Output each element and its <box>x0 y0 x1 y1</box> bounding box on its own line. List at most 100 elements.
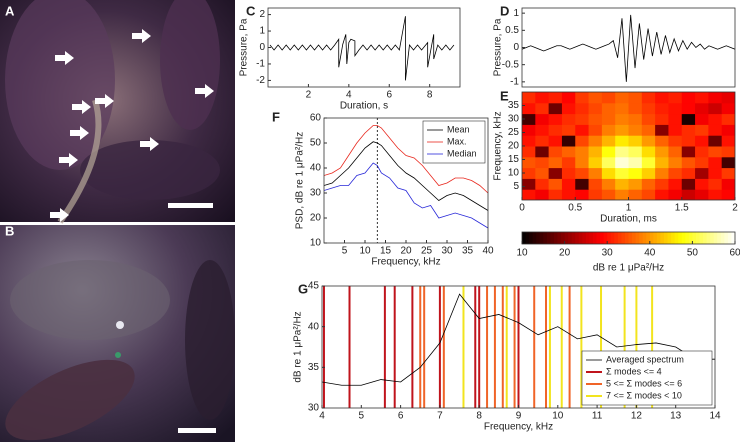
heat-cell <box>588 92 603 104</box>
heat-cell <box>575 124 590 136</box>
colorbar-tick-label: 10 <box>516 248 528 259</box>
colorbar-swatch <box>660 232 665 244</box>
y-axis-label: Frequency, kHz <box>493 111 504 180</box>
heat-cell <box>561 189 576 200</box>
y-tick-label: 0 <box>513 42 519 53</box>
heat-cell <box>561 135 576 147</box>
colorbar-swatch <box>642 232 647 244</box>
heat-cell <box>522 156 536 169</box>
colorbar-swatch <box>653 232 658 244</box>
legend-box <box>581 350 713 406</box>
heat-cell <box>681 189 696 200</box>
heat-cell <box>575 156 590 169</box>
heat-cell <box>668 146 683 158</box>
heat-cell <box>561 167 576 179</box>
y-tick-label: 20 <box>310 213 322 224</box>
colorbar-swatch <box>678 232 683 244</box>
x-tick-label: 4 <box>319 411 325 422</box>
colorbar-swatch <box>646 232 651 244</box>
heat-cell <box>575 146 590 158</box>
y-tick-label: 40 <box>308 321 320 332</box>
heat-cell <box>681 124 696 136</box>
colorbar-swatch <box>543 232 548 244</box>
colorbar-swatch <box>628 232 633 244</box>
heat-cell <box>681 167 696 179</box>
heat-cell <box>575 92 590 104</box>
colorbar-swatch <box>571 232 576 244</box>
colorbar-swatch <box>674 232 679 244</box>
heat-cell <box>681 102 696 115</box>
heat-cell <box>561 146 576 158</box>
colorbar-swatch <box>589 232 594 244</box>
heat-cell <box>695 156 709 169</box>
heat-cell <box>628 178 643 190</box>
heat-cell <box>721 178 735 190</box>
x-tick-label: 12 <box>631 411 643 422</box>
y-tick-label: 15 <box>508 154 520 165</box>
heat-cell <box>588 102 603 115</box>
y-tick-label: 35 <box>308 362 320 373</box>
heat-cell <box>708 146 723 158</box>
colorbar-tick-label: 20 <box>559 248 571 259</box>
heat-cell <box>588 189 603 200</box>
colorbar-swatch <box>699 232 704 244</box>
heat-cell <box>601 102 616 115</box>
heat-cell <box>535 156 550 169</box>
colorbar-swatch <box>692 232 697 244</box>
x-tick-label: 10 <box>552 411 564 422</box>
legend-label: Σ modes <= 4 <box>606 366 662 376</box>
heat-cell <box>668 102 683 115</box>
colorbar-swatch <box>546 232 551 244</box>
series-line <box>522 14 735 82</box>
x-tick-label: 20 <box>400 246 412 257</box>
panel-label: D <box>500 3 509 18</box>
heat-cell <box>655 135 669 147</box>
y-tick-label: 40 <box>310 163 322 174</box>
colorbar-swatch <box>561 232 566 244</box>
x-axis-label: Duration, s <box>340 101 388 112</box>
heat-cell <box>588 146 603 158</box>
heat-cell <box>721 92 735 104</box>
heat-cell <box>601 146 616 158</box>
heat-cell <box>615 189 629 200</box>
y-tick-label: 0.5 <box>505 25 519 36</box>
heat-cell <box>601 135 616 147</box>
heat-cell <box>655 189 669 200</box>
y-axis-label: Pressure, Pa <box>493 18 504 76</box>
heat-cell <box>561 92 576 104</box>
colorbar-swatch <box>529 232 534 244</box>
plot-area <box>522 14 735 82</box>
heat-cell <box>668 178 683 190</box>
y-tick-label: 10 <box>310 238 322 249</box>
colorbar-tick-label: 40 <box>644 248 656 259</box>
heat-cell <box>522 178 536 190</box>
plot-area <box>522 92 735 200</box>
panel-label: F <box>272 109 280 124</box>
heat-cell <box>522 189 536 200</box>
series-line <box>269 16 455 81</box>
heat-cell <box>641 146 656 158</box>
y-tick-label: 1 <box>513 8 519 19</box>
x-tick-label: 0 <box>519 203 525 214</box>
y-tick-label: -1 <box>510 76 519 87</box>
heat-cell <box>708 102 723 115</box>
heat-cell <box>522 113 536 125</box>
colorbar-swatch <box>610 232 615 244</box>
series-line <box>324 141 488 211</box>
x-axis-label: Duration, ms <box>600 214 657 225</box>
heat-cell <box>535 124 550 136</box>
colorbar-swatch <box>703 232 708 244</box>
y-tick-label: 0 <box>259 42 265 53</box>
x-tick-label: 5 <box>359 411 365 422</box>
colorbar-swatch <box>710 232 715 244</box>
y-axis-label: dB re 1 μPa²/Hz <box>293 311 304 382</box>
heat-cell <box>641 167 656 179</box>
heat-cell <box>641 178 656 190</box>
x-tick-label: 8 <box>476 411 482 422</box>
colorbar-swatch <box>717 232 722 244</box>
colorbar-swatch <box>596 232 601 244</box>
y-axis-label: PSD, dB re 1 μPa²/Hz <box>295 132 306 229</box>
x-tick-label: 8 <box>427 90 433 101</box>
legend-label: 5 <= Σ modes <= 6 <box>606 378 682 388</box>
colorbar-swatch <box>522 232 527 244</box>
